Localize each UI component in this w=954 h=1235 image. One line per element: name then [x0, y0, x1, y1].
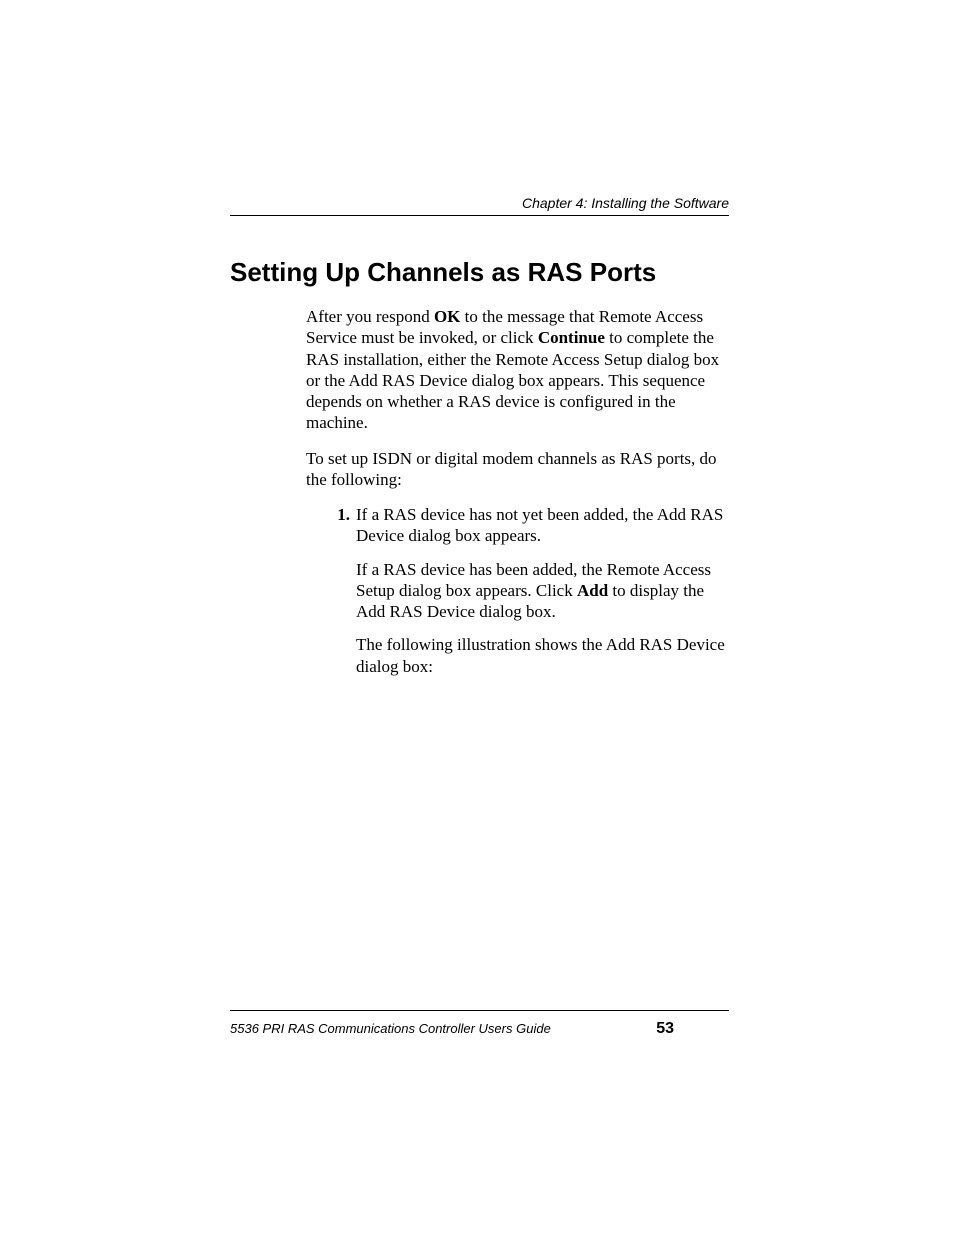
paragraph-1: After you respond OK to the message that… [306, 306, 734, 434]
section-title: Setting Up Channels as RAS Ports [230, 257, 734, 288]
paragraph-2: To set up ISDN or digital modem channels… [306, 448, 734, 491]
li1-p2-bold-add: Add [577, 581, 608, 600]
header-rule [230, 215, 729, 216]
list-item-1-p2: If a RAS device has been added, the Remo… [356, 559, 734, 623]
page-content: Setting Up Channels as RAS Ports After y… [0, 0, 954, 689]
body-block: After you respond OK to the message that… [306, 306, 734, 689]
list-item-body: If a RAS device has not yet been added, … [356, 504, 734, 689]
footer-page-number: 53 [656, 1020, 674, 1038]
footer-rule [230, 1010, 729, 1011]
list-item-number: 1. [328, 504, 350, 689]
running-header: Chapter 4: Installing the Software [522, 195, 729, 211]
p1-bold-continue: Continue [538, 328, 605, 347]
p1-text-1: After you respond [306, 307, 434, 326]
list-item-1-p3: The following illustration shows the Add… [356, 634, 734, 677]
p1-bold-ok: OK [434, 307, 460, 326]
ordered-list: 1. If a RAS device has not yet been adde… [328, 504, 734, 689]
list-item-1: 1. If a RAS device has not yet been adde… [328, 504, 734, 689]
footer-doc-title: 5536 PRI RAS Communications Controller U… [230, 1021, 551, 1036]
page-footer: 5536 PRI RAS Communications Controller U… [230, 1020, 729, 1038]
list-item-1-p1: If a RAS device has not yet been added, … [356, 504, 734, 547]
